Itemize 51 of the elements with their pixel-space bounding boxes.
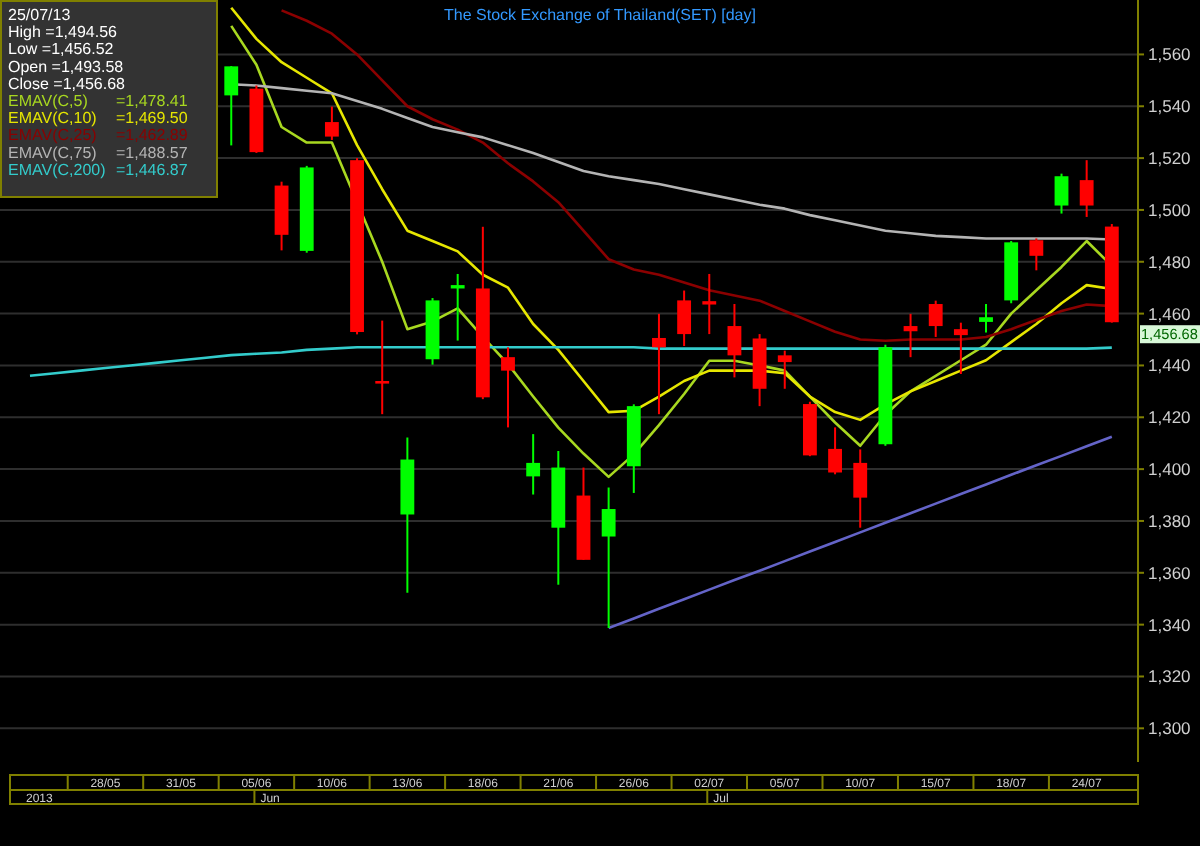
annotation: =1,462.89 [116,126,189,145]
candlestick [677,289,692,348]
text: EMAV(C,25) [8,126,98,145]
text: EMAV(C,10) [8,109,98,128]
candlestick [777,349,792,390]
text: EMAV(C,75) [8,143,98,162]
annotation: 25/07/13 [8,6,72,24]
candlestick [375,319,390,416]
annotation: =1,446.87 [116,160,189,179]
annotation: Open =1,493.58 [8,57,125,76]
y-tick-label: 1,560 [1148,44,1192,65]
y-tick-label: 1,340 [1148,614,1192,635]
annotation: High =1,494.56 [8,23,119,42]
annotation: Close =1,456.68 [8,74,127,93]
annotation: =1,469.50 [116,109,189,128]
y-tick-label: 1,500 [1148,199,1192,220]
candlestick [928,299,943,338]
text: EMAV(C,200) [8,160,107,179]
y-tick-label: 1,320 [1148,666,1192,687]
line-series [607,435,1114,630]
y-tick-label: 1,460 [1148,303,1192,324]
y-tick-label: 1,300 [1148,718,1192,739]
annotation: Low =1,456.52 [8,40,115,59]
y-tick-label: 1,380 [1148,510,1192,531]
candlestick [727,303,742,379]
candlestick [224,65,239,147]
candlestick [526,433,541,496]
text: EMAV(C,5) [8,92,89,110]
chart-title: The Stock Exchange of Thailand(SET) [day] [444,6,756,24]
y-tick-label: 1,420 [1148,407,1192,428]
y-tick-label: 1,480 [1148,251,1192,272]
candlestick [903,312,918,359]
candlestick [1079,159,1094,218]
y-tick-label: 1,360 [1148,562,1192,583]
candlestick [652,312,666,416]
annotation: =1,488.57 [116,143,189,162]
candlestick [828,426,842,476]
candlestick [702,272,717,336]
annotation: =1,478.41 [116,92,189,110]
y-tick-label: 1,400 [1148,459,1192,480]
y-tick-label: 1,440 [1148,355,1192,376]
candlestick [979,303,993,334]
candlestick [501,346,515,429]
candlestick [1029,237,1044,272]
y-tick-label: 1,520 [1148,148,1192,169]
candlestick [324,105,339,141]
candlestick [1054,172,1069,215]
candlestick [601,486,616,629]
candlestick [953,321,968,375]
y-tick-label: 1,540 [1148,96,1192,117]
candlestick [853,448,868,529]
